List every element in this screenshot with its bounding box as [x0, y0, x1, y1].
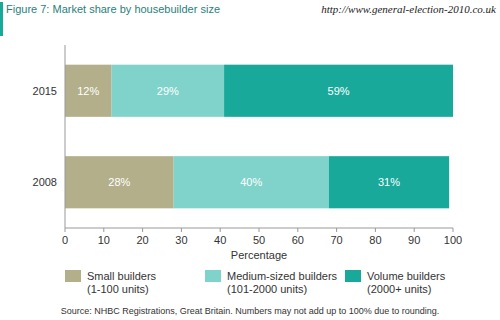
x-tick-label: 50 [253, 234, 265, 246]
legend-label-line: Medium-sized builders [227, 270, 340, 282]
category-label: 2015 [33, 85, 57, 97]
legend-label-line: Small builders [87, 270, 159, 282]
x-tick-label: 0 [62, 234, 68, 246]
legend-label: Small builders (1-100 units) [87, 270, 159, 295]
x-tick-label: 40 [214, 234, 226, 246]
legend-swatch [345, 270, 361, 282]
bar [65, 156, 174, 208]
y-axis [65, 45, 66, 228]
x-tick [297, 228, 298, 232]
x-tick [181, 228, 182, 232]
x-tick [142, 228, 143, 232]
x-tick [103, 228, 104, 232]
bar [174, 156, 329, 208]
legend-label-line: (101-2000 units) [227, 283, 307, 295]
legend-label-line: (1-100 units) [87, 283, 149, 295]
x-tick-label: 20 [136, 234, 148, 246]
category-label: 2008 [33, 176, 57, 188]
x-tick [220, 228, 221, 232]
x-tick-label: 100 [444, 234, 462, 246]
source-note: Source: NHBC Registrations, Great Britai… [61, 306, 440, 316]
legend-swatch [65, 270, 81, 282]
x-tick [65, 228, 66, 232]
x-tick-label: 90 [408, 234, 420, 246]
title: Figure 7: Market share by housebuilder s… [6, 3, 220, 15]
legend-label-line: (2000+ units) [367, 283, 432, 295]
data-label: 31% [378, 176, 400, 188]
legend-label: Volume builders (2000+ units) [367, 270, 448, 295]
x-tick-label: 10 [98, 234, 110, 246]
data-label: 28% [108, 176, 130, 188]
bar [224, 65, 453, 117]
x-tick [453, 228, 454, 232]
legend-label: Medium-sized builders (101-2000 units) [227, 270, 340, 295]
watermark: http://www.general-election-2010.co.uk [321, 3, 497, 15]
data-label: 59% [328, 85, 350, 97]
bar [329, 156, 449, 208]
x-tick-label: 80 [369, 234, 381, 246]
x-tick [375, 228, 376, 232]
legend-label-line: Volume builders [367, 270, 448, 282]
legend: Small builders (1-100 units) Medium-sized… [65, 270, 448, 295]
x-axis-label: Percentage [231, 249, 287, 261]
bar [112, 65, 225, 117]
x-tick [259, 228, 260, 232]
data-label: 29% [157, 85, 179, 97]
bar [65, 65, 112, 117]
data-label: 40% [240, 176, 262, 188]
x-tick [336, 228, 337, 232]
data-labels: 12% 29% 59% 28% 40% 31% [77, 85, 400, 189]
x-tick-label: 70 [330, 234, 342, 246]
x-tick-label: 60 [292, 234, 304, 246]
data-label: 12% [77, 85, 99, 97]
legend-swatch [205, 270, 221, 282]
bars [65, 65, 453, 209]
x-tick [414, 228, 415, 232]
title-accent [0, 2, 3, 36]
chart: Figure 7: Market share by housebuilder s… [0, 0, 500, 320]
x-tick-label: 30 [175, 234, 187, 246]
